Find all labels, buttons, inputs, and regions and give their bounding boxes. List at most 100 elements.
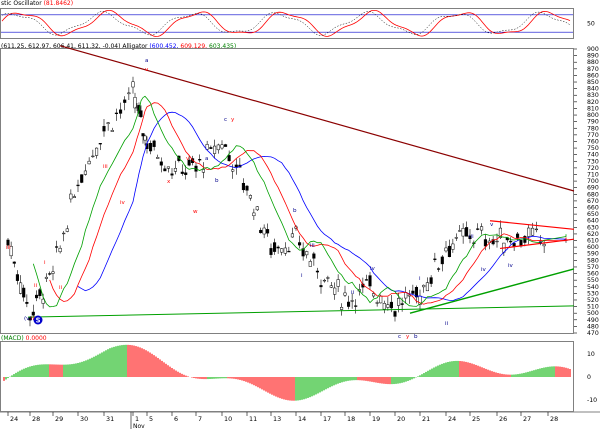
- candle-body: [347, 301, 351, 307]
- candle-body: [483, 239, 487, 247]
- wave-label: c: [398, 334, 401, 340]
- candle-body: [433, 258, 437, 260]
- price-tick-label: 770: [587, 132, 599, 139]
- wave-label: iii: [469, 234, 474, 240]
- price-tick-label: 870: [587, 66, 599, 73]
- candle-body: [336, 279, 340, 287]
- price-tick-label: 540: [587, 284, 599, 291]
- price-tick-label: 890: [587, 53, 599, 60]
- wave-label: y: [231, 117, 235, 123]
- candle-body: [298, 242, 302, 246]
- candle-body: [95, 147, 99, 156]
- candle-body: [542, 244, 546, 247]
- time-tick-label: 21: [422, 415, 430, 423]
- price-tick-label: 750: [587, 145, 599, 152]
- candle-body: [301, 248, 305, 257]
- candle-body: [273, 242, 277, 252]
- candle-body: [447, 245, 451, 258]
- time-tick-label: 30: [80, 415, 88, 423]
- price-tick-label: 510: [587, 304, 599, 311]
- candle-body: [379, 295, 383, 304]
- time-tick-label: 26: [499, 415, 507, 423]
- candle-body: [319, 285, 323, 288]
- candle-body: [255, 206, 259, 211]
- time-tick-label: 13: [273, 415, 281, 423]
- candle-body: [372, 293, 376, 297]
- time-tick-label: 18: [347, 415, 355, 423]
- candle-body: [114, 112, 118, 115]
- candle-body: [375, 302, 379, 304]
- candle-body: [170, 173, 174, 176]
- price-tick-label: 570: [587, 264, 599, 271]
- price-tick-label: 810: [587, 105, 599, 112]
- time-tick-label: 11: [249, 415, 257, 423]
- candle-body: [209, 147, 213, 149]
- price-tick-label: 830: [587, 92, 599, 99]
- price-tick-label: 520: [587, 297, 599, 304]
- oscillator-k-line: [1, 10, 571, 37]
- candle-body: [465, 227, 469, 237]
- price-tick-label: 580: [587, 257, 599, 264]
- candle-body: [69, 193, 73, 200]
- candle-body: [187, 159, 191, 166]
- candle-body: [149, 142, 153, 152]
- wave-label: b: [215, 178, 219, 184]
- price-tick-label: 500: [587, 310, 599, 317]
- candle-body: [102, 126, 106, 132]
- candle-body: [411, 290, 415, 294]
- time-tick-label: 27: [523, 415, 531, 423]
- candle-body: [55, 246, 59, 248]
- wave-label: ii: [59, 285, 63, 291]
- candle-body: [19, 282, 23, 294]
- price-tick-label: 600: [587, 244, 599, 251]
- candle-body: [476, 228, 480, 230]
- wave-label: iv: [370, 266, 376, 272]
- wave-label: iii: [6, 245, 11, 251]
- axis-layer: 9008908808708608508408308208108007907807…: [7, 46, 599, 429]
- candle-body: [386, 304, 390, 308]
- price-tick-label: 490: [587, 317, 599, 324]
- candle-body: [350, 300, 354, 302]
- candle-body: [119, 109, 123, 114]
- candle-body: [248, 195, 252, 199]
- candle-body: [252, 212, 256, 217]
- candle-body: [429, 277, 433, 284]
- candle-body: [216, 144, 220, 151]
- oscillator-tick-label: 50: [587, 21, 595, 28]
- candle-body: [495, 240, 499, 243]
- candle-body: [440, 256, 444, 265]
- price-tick-label: 560: [587, 271, 599, 278]
- candle-body: [173, 168, 177, 172]
- time-tick-label: 28: [32, 415, 40, 423]
- candle-body: [6, 239, 10, 246]
- candle-body: [58, 247, 62, 253]
- wave-label: a: [145, 58, 148, 64]
- price-tick-label: 780: [587, 125, 599, 132]
- price-tick-label: 790: [587, 119, 599, 126]
- alligator-lips-value: 603.435): [209, 43, 237, 50]
- price-tick-label: 800: [587, 112, 599, 119]
- wave-label: y: [406, 334, 410, 340]
- price-tick-label: 840: [587, 86, 599, 93]
- candle-body: [123, 99, 127, 103]
- candle-body: [354, 305, 358, 307]
- wave-label: ii: [34, 283, 38, 289]
- candle-body: [454, 237, 458, 239]
- candle-body: [25, 301, 29, 304]
- macd-name: (MACD): [1, 335, 24, 342]
- price-tick-label: 650: [587, 211, 599, 218]
- candle-body: [414, 286, 418, 298]
- candle-body: [127, 92, 131, 95]
- candle-body: [280, 248, 284, 253]
- wave-label: c: [224, 117, 227, 123]
- candle-body: [72, 196, 76, 198]
- candle-body: [290, 233, 294, 238]
- candle-body: [461, 228, 465, 237]
- oscillator-value: (81.8462): [43, 0, 74, 7]
- rising-support-line: [409, 268, 575, 314]
- oscillator-panel-frame: [0, 8, 574, 39]
- candle-body: [516, 233, 520, 238]
- marker-circle: [33, 315, 43, 325]
- candle-body: [133, 97, 137, 109]
